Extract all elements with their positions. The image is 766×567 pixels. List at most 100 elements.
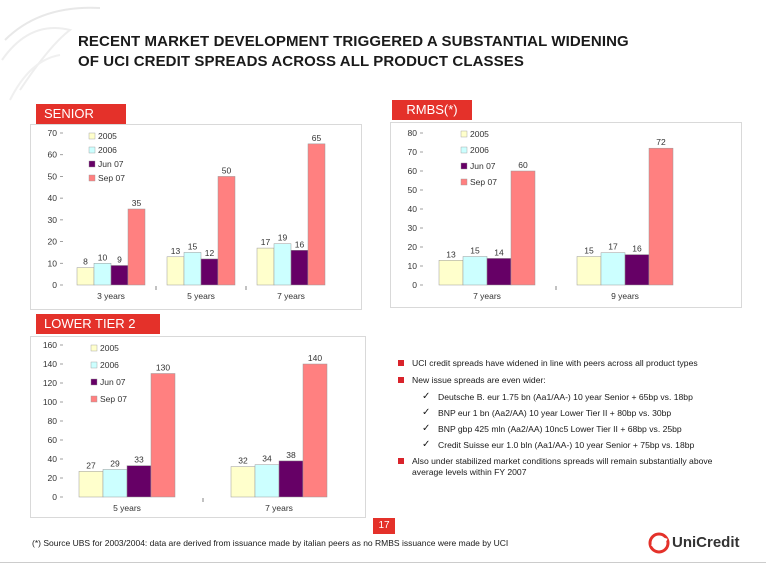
sub-bullet-text: Credit Suisse eur 1.0 bln (Aa1/AA-) 10 y… (438, 440, 695, 450)
bar-2005 (166, 256, 185, 286)
y-tick-label: 50 (408, 185, 418, 195)
x-tick-label: 9 years (611, 291, 639, 301)
data-label: 60 (518, 160, 528, 170)
check-icon: ✓ (422, 423, 431, 434)
footnote: (*) Source UBS for 2003/2004: data are d… (32, 538, 509, 548)
y-tick-label: 20 (48, 237, 58, 247)
sub-bullet-item: ✓ Deutsche B. eur 1.75 bn (Aa1/AA-) 10 y… (398, 391, 743, 403)
data-label: 10 (98, 252, 108, 262)
bar-2005 (438, 260, 464, 286)
legend-label: 2005 (100, 343, 119, 353)
y-tick-label: 40 (408, 204, 418, 214)
bar-jun-07 (200, 258, 219, 286)
y-tick-label: 120 (43, 378, 57, 388)
sub-bullet-text: BNP gbp 425 mln (Aa2/AA) 10nc5 Lower Tie… (438, 424, 682, 434)
y-tick-label: 80 (408, 128, 418, 138)
y-tick-label: 140 (43, 359, 57, 369)
rmbs-chart-title: RMBS(*) (392, 100, 472, 120)
data-label: 27 (86, 460, 96, 470)
unicredit-logo-icon (648, 532, 670, 554)
data-label: 16 (295, 239, 305, 249)
title-line-1: RECENT MARKET DEVELOPMENT TRIGGERED A SU… (78, 33, 629, 50)
y-tick-label: 60 (48, 435, 58, 445)
legend-swatch (90, 361, 98, 369)
data-label: 8 (83, 257, 88, 267)
y-tick-label: 60 (48, 150, 58, 160)
sub-bullet-text: BNP eur 1 bn (Aa2/AA) 10 year Lower Tier… (438, 408, 672, 418)
legend-label: 2005 (470, 129, 489, 139)
legend-label: Sep 07 (98, 173, 125, 183)
legend-swatch (460, 130, 468, 138)
data-label: 140 (308, 353, 322, 363)
lower-tier2-chart-title: LOWER TIER 2 (36, 314, 160, 334)
commentary-bullets: UCI credit spreads have widened in line … (398, 358, 743, 484)
footer-divider (0, 562, 766, 563)
legend-label: 2006 (98, 145, 117, 155)
bar-2006 (254, 464, 280, 498)
y-tick-label: 20 (48, 473, 58, 483)
bullet-square-icon (398, 360, 404, 366)
bar-sep-07 (302, 363, 328, 498)
bullet-square-icon (398, 377, 404, 383)
y-tick-label: 40 (48, 454, 58, 464)
bullet-square-icon (398, 458, 404, 464)
lower-tier2-chart-panel: 0 20 40 60 80 100 120 140 160 27 29 33 130 5 years 32 3… (30, 336, 366, 518)
sub-bullet-item: ✓ BNP eur 1 bn (Aa2/AA) 10 year Lower Ti… (398, 407, 743, 419)
y-tick-label: 70 (48, 128, 58, 138)
sub-bullet-item: ✓ BNP gbp 425 mln (Aa2/AA) 10nc5 Lower T… (398, 423, 743, 435)
check-icon: ✓ (422, 439, 431, 450)
data-label: 13 (171, 246, 181, 256)
legend-label: 2006 (100, 360, 119, 370)
legend-swatch (88, 132, 96, 140)
y-tick-label: 20 (408, 242, 418, 252)
y-tick-label: 30 (48, 215, 58, 225)
data-label: 15 (188, 241, 198, 251)
bar-2006 (600, 252, 626, 286)
y-tick-label: 60 (408, 166, 418, 176)
data-label: 35 (132, 198, 142, 208)
legend-label: Sep 07 (100, 394, 127, 404)
y-tick-label: 100 (43, 397, 57, 407)
check-icon: ✓ (422, 407, 431, 418)
y-tick-label: 50 (48, 171, 58, 181)
data-label: 29 (110, 458, 120, 468)
y-tick-label: 40 (48, 193, 58, 203)
y-tick-label: 0 (52, 492, 57, 502)
data-label: 17 (261, 237, 271, 247)
bar-2006 (183, 252, 202, 286)
bar-2005 (230, 466, 256, 498)
y-tick-label: 0 (412, 280, 417, 290)
senior-bar-chart: 0 10 20 30 40 50 60 70 8 10 9 35 3 years 13 15 12 50 5 ye… (48, 128, 326, 301)
legend-swatch (460, 162, 468, 170)
bar-jun-07 (110, 265, 129, 286)
data-label: 13 (446, 249, 456, 259)
bullet-text: UCI credit spreads have widened in line … (412, 358, 698, 368)
data-label: 15 (470, 246, 480, 256)
check-icon: ✓ (422, 391, 431, 402)
bar-jun-07 (624, 254, 650, 286)
bullet-text: New issue spreads are even wider: (412, 375, 546, 385)
bar-sep-07 (217, 176, 236, 286)
unicredit-logo-text: UniCredit (672, 534, 740, 551)
bar-jun-07 (290, 250, 309, 286)
data-label: 15 (584, 246, 594, 256)
y-tick-label: 0 (52, 280, 57, 290)
bar-2006 (102, 469, 128, 498)
legend-swatch (90, 378, 98, 386)
legend-label: Jun 07 (470, 161, 496, 171)
bullet-item: UCI credit spreads have widened in line … (398, 358, 743, 369)
title-line-2: OF UCI CREDIT SPREADS ACROSS ALL PRODUCT… (78, 53, 524, 70)
data-label: 19 (278, 233, 288, 243)
lower-tier2-bar-chart: 0 20 40 60 80 100 120 140 160 27 29 33 130 5 years 32 3… (43, 340, 328, 513)
data-label: 12 (205, 248, 215, 258)
legend-swatch (90, 344, 98, 352)
x-tick-label: 5 years (113, 503, 141, 513)
y-tick-label: 10 (408, 261, 418, 271)
bar-2006 (273, 243, 292, 286)
bar-2005 (76, 267, 95, 286)
bar-2006 (93, 263, 112, 286)
data-label: 9 (117, 254, 122, 264)
data-label: 32 (238, 456, 248, 466)
x-tick-label: 7 years (277, 291, 305, 301)
y-tick-label: 70 (408, 147, 418, 157)
